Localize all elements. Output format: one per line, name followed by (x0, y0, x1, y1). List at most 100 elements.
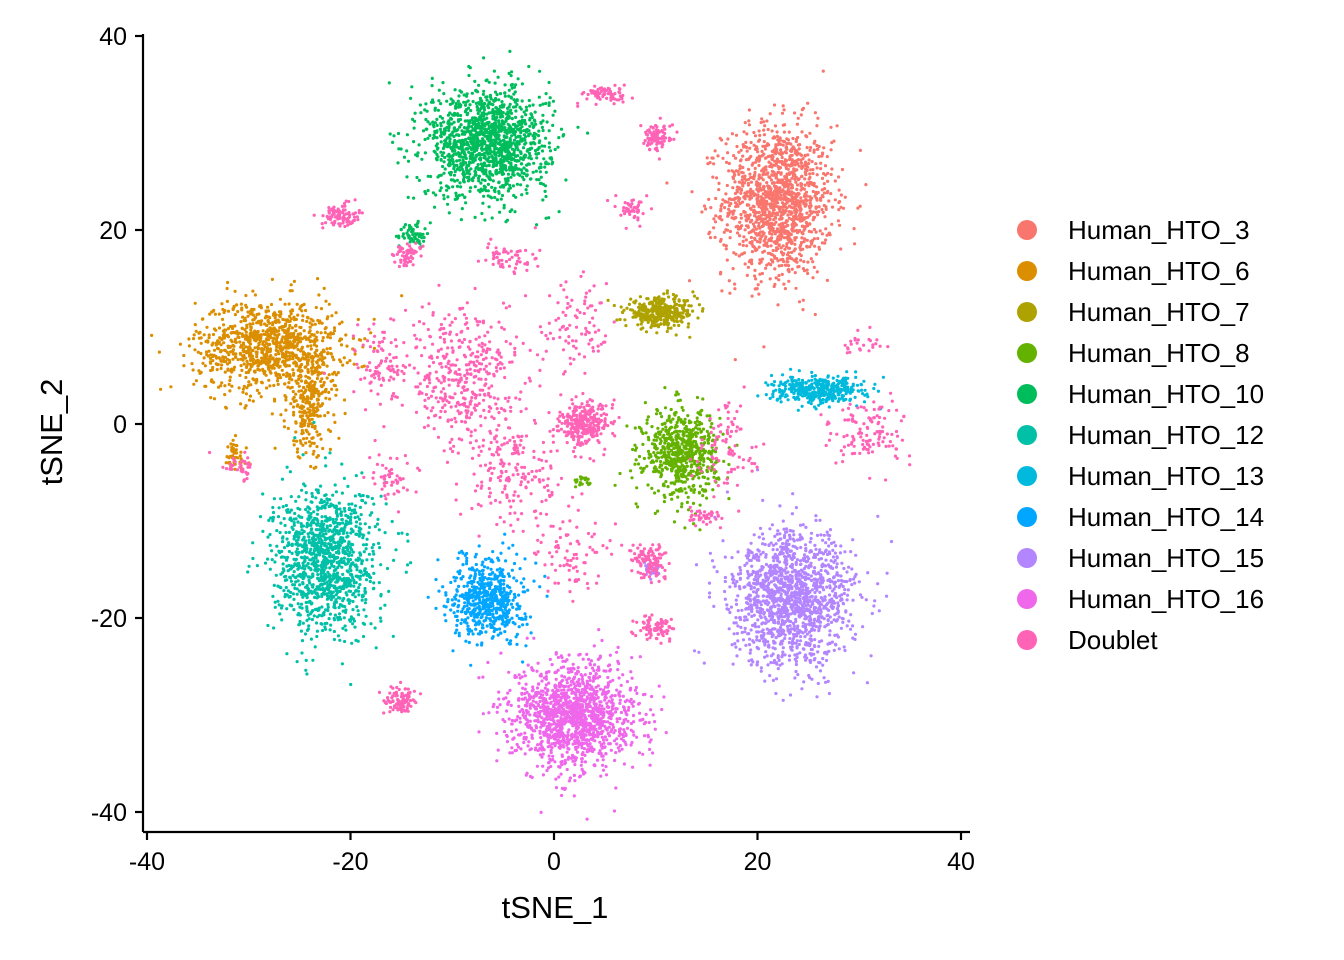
data-point (300, 424, 304, 428)
data-point (318, 404, 322, 408)
data-point (296, 334, 300, 338)
data-point (417, 143, 421, 147)
data-point (551, 123, 555, 127)
data-point (634, 315, 638, 319)
data-point (797, 164, 801, 168)
data-point (675, 450, 679, 454)
data-point (283, 329, 287, 333)
data-point (606, 298, 610, 302)
data-point (299, 379, 304, 383)
data-point (286, 426, 290, 430)
data-point (468, 66, 472, 70)
data-point (683, 487, 687, 491)
data-point (793, 196, 797, 200)
data-point (229, 442, 233, 446)
data-point (353, 352, 357, 356)
data-point (819, 161, 823, 165)
data-point (734, 205, 738, 209)
data-point (266, 305, 270, 309)
data-point (253, 329, 257, 333)
data-point (269, 329, 273, 333)
data-point (612, 303, 616, 308)
data-point (688, 449, 692, 453)
data-point (510, 117, 514, 121)
data-point (760, 257, 765, 261)
data-point (510, 86, 514, 90)
data-point (773, 267, 777, 271)
data-point (520, 139, 524, 143)
data-point (788, 193, 792, 197)
data-point (747, 177, 751, 181)
data-point (241, 390, 245, 394)
data-point (665, 305, 669, 309)
data-point (464, 147, 468, 151)
data-point (248, 322, 252, 326)
data-point (751, 161, 755, 165)
data-point (790, 158, 794, 162)
data-point (369, 331, 373, 335)
data-point (795, 159, 799, 163)
data-point (768, 231, 772, 236)
data-point (405, 175, 409, 179)
data-point (631, 315, 635, 319)
data-point (759, 195, 763, 199)
data-point (716, 154, 720, 158)
data-point (306, 316, 310, 320)
data-point (487, 106, 491, 110)
data-point (772, 103, 777, 107)
data-point (298, 369, 303, 373)
data-point (247, 348, 251, 352)
data-point (316, 364, 321, 368)
data-point (779, 205, 783, 209)
data-point (733, 201, 738, 205)
data-point (687, 304, 691, 308)
data-point (230, 331, 234, 335)
data-point (509, 111, 514, 115)
data-point (451, 162, 455, 166)
data-point (685, 312, 689, 316)
data-point (310, 425, 314, 429)
data-point (743, 228, 747, 232)
data-point (769, 252, 774, 256)
data-point (775, 147, 779, 152)
data-point (669, 481, 673, 485)
data-point (647, 438, 651, 442)
data-point (742, 130, 746, 134)
data-point (783, 175, 787, 179)
data-point (467, 160, 472, 164)
data-point (159, 387, 163, 391)
data-point (456, 145, 460, 149)
data-point (290, 289, 294, 293)
data-point (749, 260, 753, 264)
data-point (748, 197, 752, 201)
data-point (755, 196, 759, 201)
data-point (783, 158, 788, 162)
data-point (653, 469, 658, 473)
data-point (732, 198, 736, 202)
data-point (713, 149, 717, 153)
data-point (328, 346, 332, 350)
data-point (674, 294, 678, 298)
data-point (251, 399, 255, 403)
data-point (458, 158, 462, 162)
data-point (440, 153, 444, 158)
data-point (803, 162, 807, 166)
data-point (665, 467, 669, 471)
data-point (717, 188, 721, 192)
data-point (267, 343, 271, 347)
data-point (762, 140, 766, 144)
data-point (518, 105, 522, 109)
data-point (718, 239, 723, 243)
data-point (298, 325, 302, 329)
data-point (326, 411, 330, 415)
data-point (768, 237, 772, 241)
data-point (315, 445, 319, 449)
data-point (707, 451, 711, 455)
data-point (811, 189, 815, 194)
data-point (714, 450, 718, 454)
data-point (760, 149, 764, 153)
data-point (676, 418, 681, 422)
data-point (817, 155, 821, 159)
data-point (619, 305, 623, 309)
data-point (774, 145, 778, 149)
